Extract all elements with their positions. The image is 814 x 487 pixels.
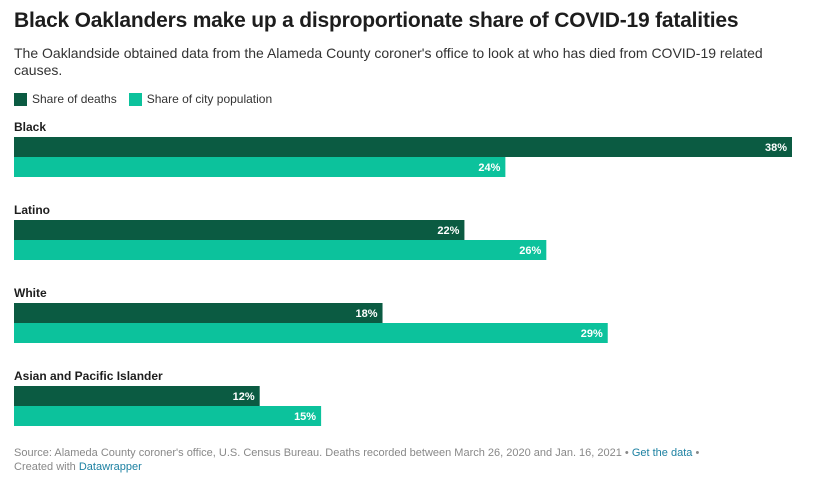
data-label-black-population: 24%	[478, 162, 500, 174]
footer-separator: •	[695, 447, 700, 459]
chart-title: Black Oaklanders make up a disproportion…	[14, 9, 739, 32]
bar-asian-and-pacific-islander-deaths	[14, 386, 260, 406]
legend-swatch-deaths	[14, 92, 27, 106]
legend-item-deaths: Share of deaths	[14, 92, 117, 106]
data-label-latino-deaths: 22%	[437, 225, 459, 237]
bar-latino-deaths	[14, 220, 465, 240]
datawrapper-link[interactable]: Datawrapper	[78, 461, 142, 473]
bar-white-population	[14, 323, 608, 343]
bar-white-deaths	[14, 303, 383, 323]
get-data-link[interactable]: Get the data	[631, 447, 693, 459]
data-label-white-population: 29%	[581, 328, 603, 340]
bar-asian-and-pacific-islander-population	[14, 406, 322, 426]
bar-black-population	[14, 157, 506, 177]
data-label-black-deaths: 38%	[765, 142, 787, 154]
legend-swatch-population	[128, 92, 142, 106]
chart-subtitle: The Oaklandside obtained data from the A…	[14, 45, 763, 78]
data-label-white-deaths: 18%	[355, 308, 377, 320]
category-label-latino: Latino	[14, 203, 50, 217]
footer: Source: Alameda County coroner's office,…	[14, 446, 699, 474]
created-with-text: Created with	[14, 461, 76, 473]
category-label-white: White	[14, 286, 47, 300]
legend: Share of deaths Share of city population	[14, 92, 284, 106]
data-label-asian-and-pacific-islander-deaths: 12%	[233, 391, 255, 403]
bar-latino-population	[14, 240, 547, 260]
legend-label-population: Share of city population	[146, 92, 273, 106]
category-label-asian-and-pacific-islander: Asian and Pacific Islander	[14, 369, 163, 383]
category-label-black: Black	[14, 120, 46, 134]
bar-chart: Black 38% 24% Latino 22% 26% White 18% 29% Asian …	[14, 120, 792, 426]
legend-label-deaths: Share of deaths	[32, 92, 117, 106]
data-label-asian-and-pacific-islander-population: 15%	[294, 411, 316, 423]
legend-item-population: Share of city population	[128, 92, 273, 106]
source-note: Source: Alameda County coroner's office,…	[14, 447, 629, 459]
bar-black-deaths	[14, 137, 792, 157]
data-label-latino-population: 26%	[519, 245, 541, 257]
